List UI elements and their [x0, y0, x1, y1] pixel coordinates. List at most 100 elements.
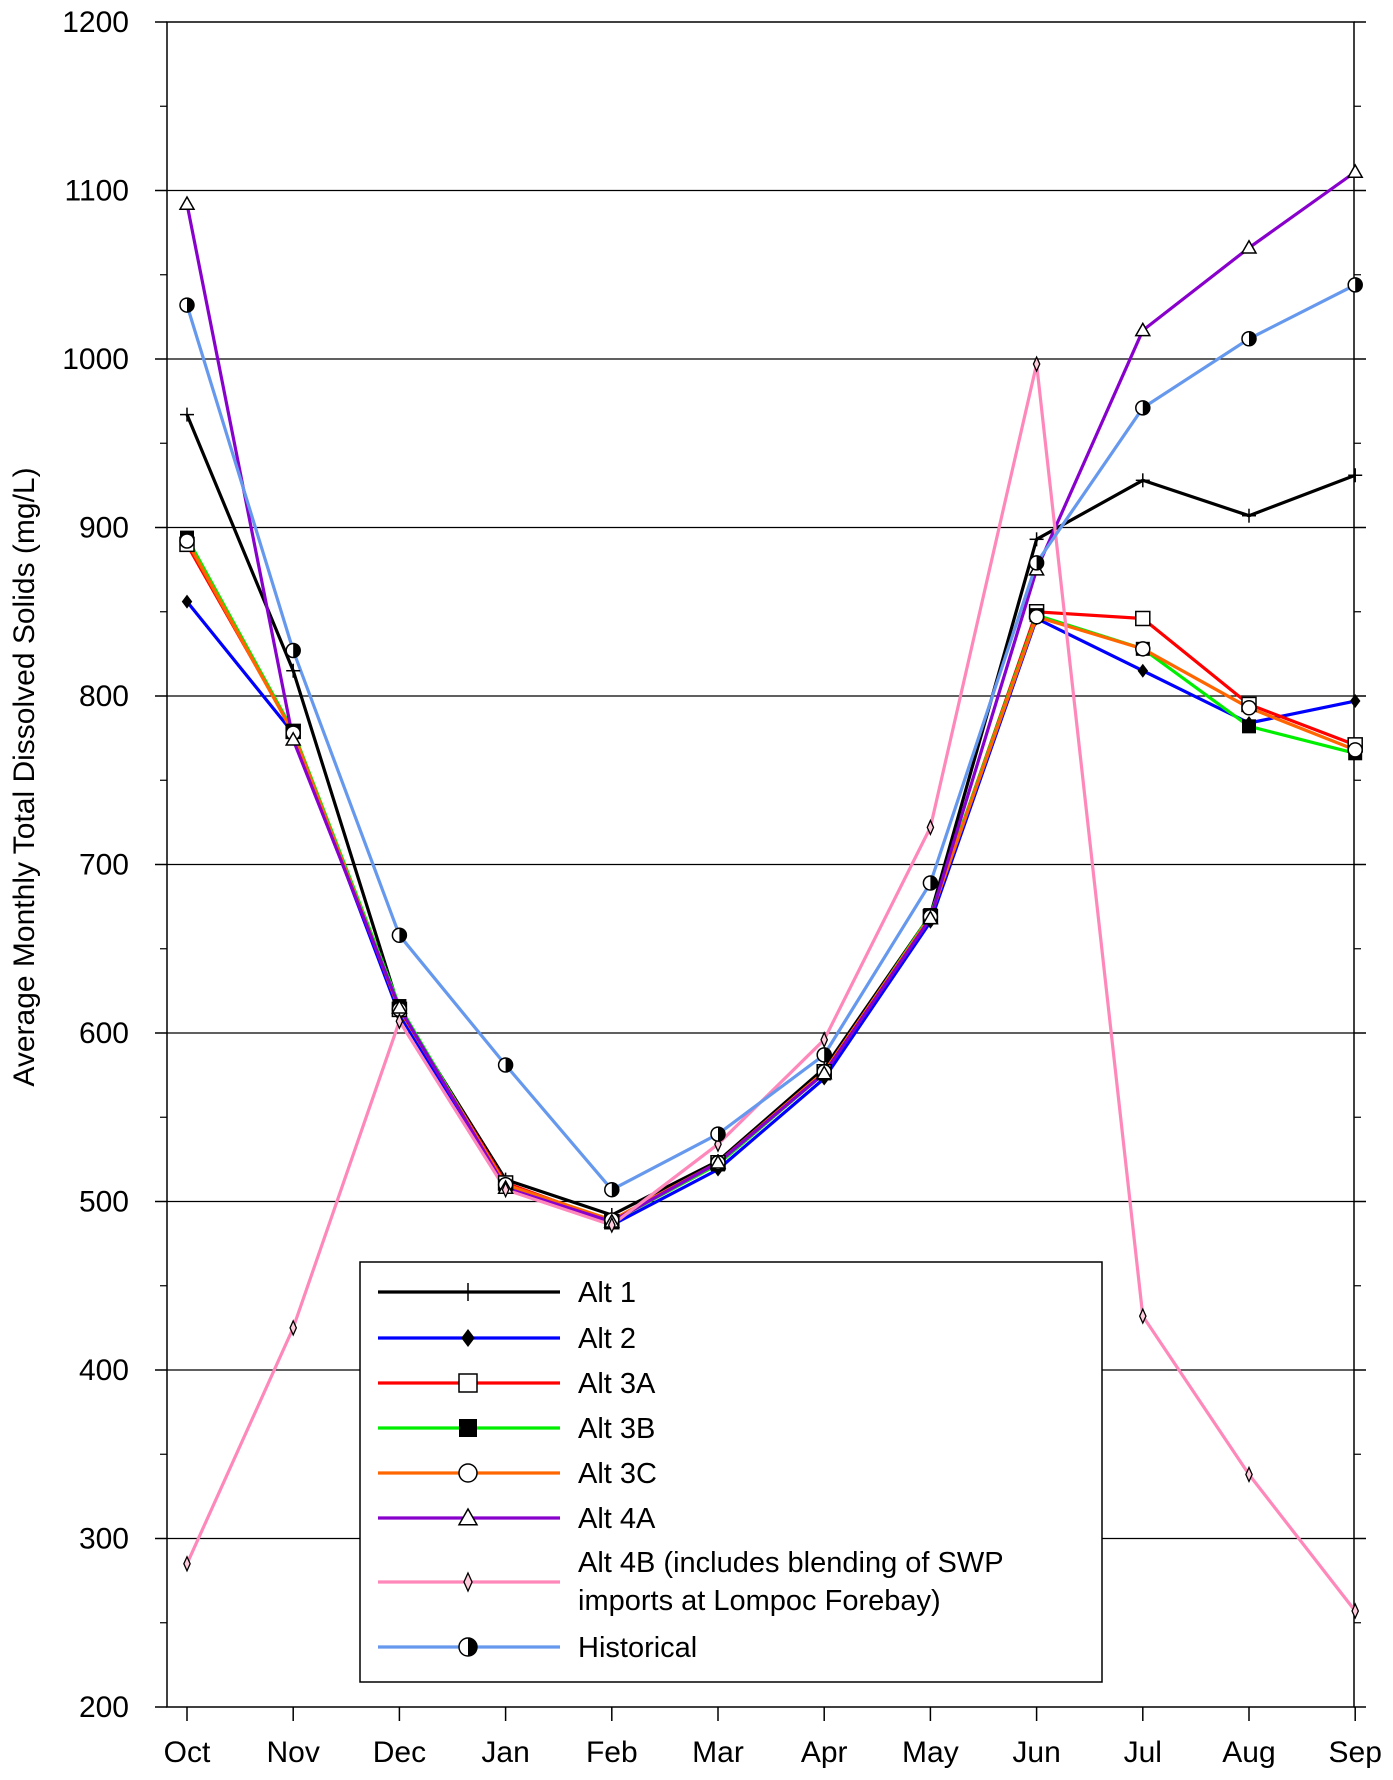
- data-point-7-2: [391, 927, 408, 944]
- marker-filled-square: [459, 1419, 477, 1437]
- x-tick-label: Aug: [1222, 1736, 1275, 1769]
- y-axis-label: Average Monthly Total Dissolved Solids (…: [8, 467, 41, 1086]
- marker-shape: [284, 731, 302, 746]
- marker-fill: [187, 298, 194, 313]
- marker-shape: [1347, 742, 1363, 758]
- data-point-5-5: [709, 1154, 727, 1169]
- x-tick-label: Jul: [1124, 1736, 1162, 1769]
- series-lines: [185, 170, 1357, 1612]
- x-tick-label: May: [902, 1736, 959, 1769]
- marker-shape: [1135, 610, 1151, 627]
- legend-entry-5: Alt 4A: [378, 1503, 656, 1535]
- legend-entry-6: Alt 4B (includes blending of SWP imports…: [378, 1547, 1004, 1617]
- marker-shape: [459, 1419, 477, 1437]
- data-point-5-1: [284, 731, 302, 746]
- data-point-4-9: [1135, 641, 1151, 657]
- y-tick-label: 600: [79, 1017, 129, 1050]
- data-point-6-11: [1351, 1602, 1360, 1620]
- data-point-5-10: [1240, 239, 1258, 254]
- marker-shape: [501, 1181, 510, 1199]
- marker-shape: [1242, 719, 1256, 734]
- data-point-0-10: [1242, 508, 1256, 523]
- marker-shape: [289, 1319, 298, 1337]
- data-point-7-11: [1347, 277, 1363, 293]
- marker-fill: [293, 643, 301, 658]
- data-point-7-10: [1241, 331, 1257, 347]
- data-point-7-4: [604, 1181, 620, 1198]
- legend-entry-0: Alt 1: [378, 1277, 636, 1309]
- x-tick-label: Oct: [164, 1736, 211, 1769]
- legend-label: Alt 4B (includes blending of SWP: [578, 1547, 1004, 1579]
- data-point-1-0: [181, 594, 193, 609]
- data-point-6-4: [607, 1216, 616, 1234]
- legend-label: Alt 4A: [578, 1503, 656, 1535]
- marker-fill: [505, 1058, 513, 1073]
- marker-shape: [820, 1031, 829, 1049]
- data-point-7-9: [1135, 400, 1151, 416]
- data-point-7-3: [497, 1057, 514, 1073]
- y-tick-label: 1000: [62, 343, 129, 376]
- marker-shape: [1137, 663, 1149, 678]
- data-point-6-8: [1032, 355, 1041, 373]
- marker-fill: [1142, 400, 1150, 415]
- y-tick-label: 500: [79, 1186, 129, 1219]
- marker-shape: [1349, 694, 1361, 709]
- data-point-4-11: [1347, 742, 1363, 758]
- marker-fill: [468, 1638, 477, 1656]
- marker-open-square: [458, 1373, 478, 1393]
- marker-shape: [1351, 1602, 1360, 1620]
- marker-shape: [179, 533, 195, 549]
- marker-shape: [926, 818, 935, 837]
- data-point-5-11: [1346, 163, 1364, 178]
- marker-open-circle: [458, 1463, 478, 1483]
- marker-shape: [1138, 1307, 1147, 1325]
- data-point-7-6: [816, 1047, 832, 1063]
- marker-fill: [824, 1047, 832, 1062]
- data-point-0-8: [1029, 532, 1044, 547]
- marker-fill: [399, 928, 407, 943]
- legend-label: Alt 3A: [578, 1368, 656, 1400]
- axes: 200 300 400 500 600 700 800 900 1000 1100 1200 Oct N…: [62, 6, 1382, 1769]
- data-point-5-0: [178, 195, 196, 210]
- legend-entry-1: Alt 2: [378, 1323, 636, 1355]
- data-point-0-9: [1135, 473, 1150, 488]
- marker-shape: [815, 1064, 833, 1080]
- marker-shape: [607, 1216, 616, 1234]
- series-line-5: [185, 170, 1357, 1224]
- data-point-6-7: [926, 818, 935, 837]
- marker-shape: [1346, 163, 1364, 178]
- marker-shape: [1245, 1465, 1253, 1484]
- marker-shape: [1134, 321, 1152, 337]
- data-point-4-10: [1241, 700, 1257, 716]
- data-point-6-2: [395, 1012, 404, 1030]
- data-point-6-0: [183, 1555, 191, 1573]
- marker-shape: [1240, 239, 1258, 254]
- data-point-1-11: [1349, 694, 1361, 709]
- x-tick-label: Jan: [481, 1736, 529, 1769]
- data-point-3-10: [1242, 719, 1256, 734]
- x-tick-label: Jun: [1012, 1736, 1060, 1769]
- legend-label: imports at Lompoc Forebay): [578, 1585, 941, 1617]
- marker-filled-diamond: [461, 1329, 475, 1347]
- marker-thin-diamond: [463, 1571, 473, 1593]
- legend-entry-4: Alt 3C: [378, 1458, 657, 1490]
- legend-label: Alt 3C: [578, 1458, 657, 1490]
- x-tick-label: Apr: [801, 1736, 848, 1769]
- marker-shape: [178, 195, 196, 210]
- data-point-6-9: [1138, 1307, 1147, 1325]
- legend-label: Alt 1: [578, 1277, 636, 1309]
- marker-shape: [458, 1463, 478, 1483]
- marker-shape: [463, 1571, 473, 1593]
- y-tick-label: 400: [79, 1354, 129, 1387]
- marker-shape: [183, 1555, 191, 1573]
- x-tick-label: Sep: [1329, 1736, 1382, 1769]
- data-point-7-1: [285, 642, 301, 659]
- y-tick-label: 1200: [62, 6, 129, 39]
- marker-shape: [1135, 641, 1151, 657]
- legend-entry-7: Historical: [378, 1632, 697, 1664]
- marker-shape: [1241, 700, 1257, 716]
- data-point-6-6: [820, 1031, 829, 1049]
- marker-fill: [1355, 277, 1363, 292]
- series-markers: [178, 163, 1364, 1620]
